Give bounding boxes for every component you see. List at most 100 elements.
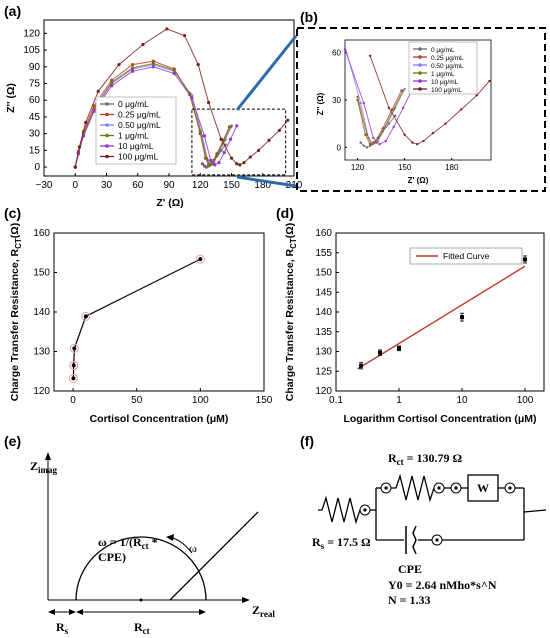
panel-label-b: (b) <box>300 9 318 25</box>
rs-resistor <box>318 495 361 525</box>
data-point <box>117 62 121 67</box>
x-tick-label: 60 <box>132 180 144 191</box>
data-point <box>235 124 239 128</box>
chart-c-point <box>71 363 76 368</box>
x-tick-label: 120 <box>351 163 365 172</box>
x-tick-label: 0 <box>70 395 76 406</box>
warburg-label: W <box>477 481 489 495</box>
chart-d: 0.1 1 10 100 120 125 130 135 140 145 150 155 160 Lo… <box>284 223 545 425</box>
data-point <box>216 152 220 156</box>
diagram-x-axis-label: Zreal <box>252 603 275 619</box>
chart-b-dashed-frame <box>296 27 546 192</box>
data-point <box>183 34 187 38</box>
rct-value-number: = 130.79 Ω <box>404 451 463 465</box>
legend-label: 0 μg/mL <box>118 99 149 109</box>
zoom-data-point <box>459 108 463 111</box>
chart-c-point-halo <box>81 311 91 321</box>
y-tick-label: 130 <box>33 347 50 358</box>
chart-c-point <box>83 314 88 319</box>
x-tick-label: 100 <box>517 395 534 406</box>
diagram-x-axis-sub: real <box>260 609 275 619</box>
data-point <box>222 151 226 155</box>
semicircle-center-dot <box>139 598 143 602</box>
zoom-data-point <box>359 101 362 105</box>
data-point <box>198 129 202 134</box>
legend-label: 0.50 μg/mL <box>118 120 161 130</box>
data-point <box>229 156 234 160</box>
data-point <box>213 163 217 167</box>
chart-d-point <box>378 350 383 355</box>
omega-equation-line2: CPE) <box>98 550 126 564</box>
chart-d-y-label-sub: CT <box>289 238 298 249</box>
x-tick-label: 150 <box>223 180 240 191</box>
legend-swatch-dot <box>105 112 109 117</box>
zoom-data-point <box>387 106 391 110</box>
y-tick-label: 160 <box>315 228 332 239</box>
y-tick-label: 0 <box>337 143 342 152</box>
zoom-data-point <box>370 143 373 146</box>
data-point <box>219 137 223 141</box>
data-point <box>110 78 114 82</box>
node-rct-right-dot <box>437 486 441 490</box>
legend-label: 1 μg/mL <box>118 131 149 141</box>
chart-c-point-halo <box>69 343 79 353</box>
zoom-series-line-3 <box>357 90 404 145</box>
data-point <box>77 145 82 149</box>
x-tick-label: 30 <box>101 180 113 191</box>
data-point <box>110 80 114 84</box>
chart-c-point <box>72 346 77 351</box>
data-point <box>222 138 226 142</box>
legend-label: 10 μg/mL <box>431 79 459 86</box>
legend-swatch-dot <box>418 63 422 67</box>
rs-label-sub: s <box>65 626 69 636</box>
y-tick-label: 120 <box>315 386 332 397</box>
node-cpe-right-dot <box>435 538 439 542</box>
node-w-right-dot <box>508 486 512 490</box>
chart-d-point <box>460 315 465 320</box>
rct-span-arrow-left <box>76 609 83 615</box>
data-point <box>248 155 252 159</box>
data-point <box>151 65 155 69</box>
zoom-data-point <box>365 133 369 136</box>
panel-label-f: (f) <box>300 433 314 449</box>
diagram-y-axis-letter: Z <box>30 459 38 473</box>
y-tick-label: 75 <box>29 79 41 90</box>
legend-label: 1 μg/mL <box>431 71 455 78</box>
legend-label: 100 μg/mL <box>118 152 159 162</box>
chart-d-y-label-main: Charge Transfer Resistance, R <box>284 248 296 401</box>
zoom-data-point <box>384 139 388 143</box>
chart-d-x-label: Logarithm Cortisol Concentration (μM) <box>343 413 536 425</box>
fitted-curve-line <box>357 265 526 370</box>
rct-value-label: Rct = 130.79 Ω <box>388 451 463 467</box>
y-tick-label: 120 <box>33 386 50 397</box>
node-rs-end-dot <box>363 508 367 512</box>
diagram-y-axis-sub: imag <box>38 465 57 475</box>
data-point <box>209 158 213 162</box>
fitted-curve-legend-label: Fitted Curve <box>443 251 490 261</box>
rs-value-letter: R <box>312 535 321 549</box>
data-point <box>228 137 233 141</box>
legend-label: 0.25 μg/mL <box>118 110 161 120</box>
chart-d-legend-box <box>409 247 523 265</box>
legend-label: 0.50 μg/mL <box>431 63 464 70</box>
data-point <box>172 68 176 72</box>
cpe-n: N = 1.33 <box>388 593 431 607</box>
x-tick-label: 120 <box>192 180 209 191</box>
zoom-data-point <box>343 45 347 48</box>
chart-a-x-label: Z' (Ω) <box>156 197 183 209</box>
panel-label-d: (d) <box>276 205 294 221</box>
data-point <box>217 161 221 165</box>
rs-label-letter: R <box>56 620 65 634</box>
omega-symbol: ω <box>189 541 197 555</box>
semicircle-arc <box>75 536 207 601</box>
zoom-data-point <box>356 95 359 99</box>
data-point <box>200 162 204 166</box>
chart-c-y-label-main: Charge Transfer Resistance, R <box>9 248 21 401</box>
zoom-data-point <box>431 131 435 135</box>
zoom-data-point <box>392 125 395 129</box>
y-tick-label: 150 <box>315 268 332 279</box>
y-tick-label: 60 <box>332 49 341 58</box>
chart-c-y-label-unit: (Ω) <box>9 223 21 238</box>
legend-label: 0 μg/mL <box>431 47 455 54</box>
zoom-data-point <box>403 133 406 136</box>
